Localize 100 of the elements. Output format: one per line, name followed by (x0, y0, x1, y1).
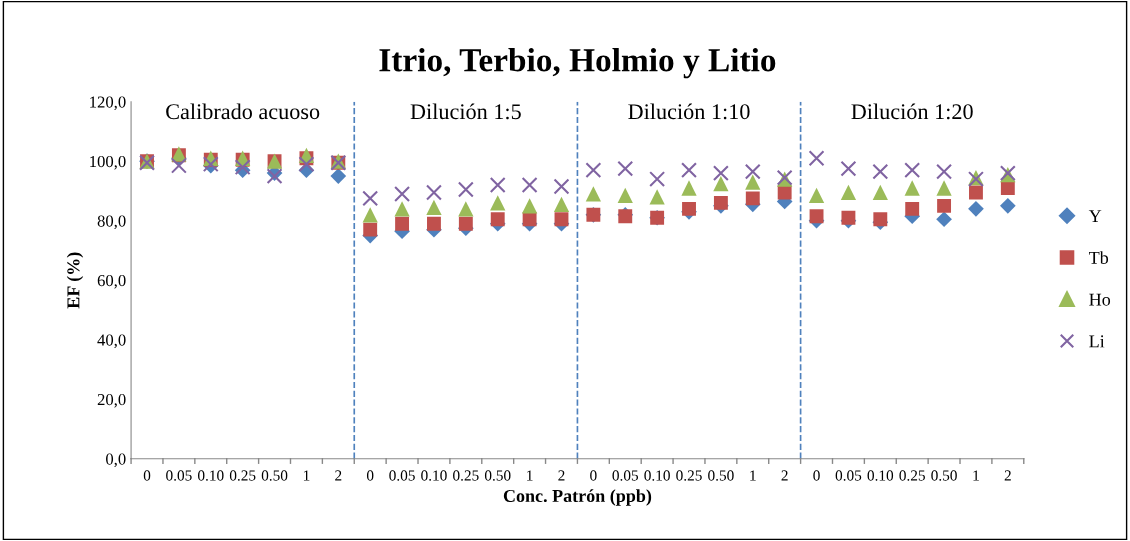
chart-title: Itrio, Terbio, Holmio y Litio (379, 48, 776, 79)
x-tick-label: 0.50 (261, 470, 288, 481)
point (969, 185, 983, 200)
point (553, 196, 570, 212)
x-tick-label: 0 (813, 470, 820, 481)
point (330, 168, 347, 184)
point (745, 191, 760, 206)
point (872, 163, 889, 180)
annotation: Dilución 1:20 (851, 103, 973, 120)
point (1000, 181, 1015, 195)
x-tick-label: 0.25 (229, 470, 256, 481)
point (427, 216, 441, 231)
x-tick-label: 0.25 (676, 470, 702, 481)
point (394, 201, 410, 217)
point (936, 163, 953, 180)
point (490, 212, 505, 227)
point (809, 209, 824, 224)
point (744, 163, 761, 180)
x-tick-label: 0.50 (708, 470, 734, 481)
point (458, 216, 473, 231)
x-tick-label: 0.05 (835, 470, 862, 481)
x-tick-label: 0.10 (867, 470, 894, 481)
y-axis-title: EF (%) (66, 252, 84, 309)
point (617, 160, 634, 177)
y-tick-label: 60,0 (97, 274, 126, 289)
point (617, 187, 633, 204)
point (905, 201, 920, 216)
point (841, 210, 856, 225)
point (363, 222, 378, 237)
x-tick-label: 1 (527, 470, 533, 481)
x-tick-label: 1 (973, 470, 979, 481)
point (489, 177, 506, 194)
annotation: Dilución 1:5 (410, 103, 521, 120)
annotation: Dilución 1:10 (628, 103, 750, 120)
y-tick-label: 0,0 (106, 453, 126, 468)
x-tick-label: 1 (303, 470, 310, 481)
point (682, 201, 696, 216)
x-tick-label: 0 (590, 470, 597, 481)
point (937, 198, 952, 213)
x-tick-label: 0.05 (612, 470, 639, 481)
x-tick-label: 0.05 (389, 470, 415, 481)
point (362, 207, 378, 223)
point (745, 174, 761, 190)
x-tick-label: 0.10 (198, 470, 224, 481)
point (170, 157, 187, 174)
point (713, 175, 729, 192)
point (585, 186, 602, 202)
y-tick-label: 100,0 (90, 155, 126, 170)
legend-label: Tb (1089, 251, 1109, 264)
x-tick-label: 0.25 (453, 470, 479, 481)
x-tick-label: 0 (366, 470, 374, 481)
x-tick-label: 0.05 (166, 470, 192, 481)
legend-label: Y (1088, 210, 1102, 222)
point (553, 178, 570, 195)
point (425, 184, 442, 201)
legend-label: Ho (1089, 293, 1111, 306)
x-tick-label: 2 (558, 470, 565, 481)
y-tick-label: 120,0 (90, 96, 126, 111)
x-tick-label: 0.50 (484, 470, 511, 481)
point (649, 171, 666, 188)
point (840, 184, 857, 201)
point (457, 181, 474, 198)
point (554, 212, 569, 227)
point (712, 165, 729, 182)
y-tick-label: 20,0 (97, 393, 126, 408)
point (362, 190, 379, 207)
point (808, 150, 825, 167)
y-tick-label: 80,0 (97, 215, 126, 230)
point (521, 177, 538, 194)
point (936, 211, 952, 228)
x-tick-label: 0 (143, 470, 151, 481)
point (426, 199, 442, 215)
point (999, 197, 1016, 214)
x-tick-label: 2 (1004, 470, 1011, 481)
x-axis-title: Conc. Patrón (ppb) (503, 489, 652, 506)
point (904, 162, 921, 179)
point (649, 189, 665, 205)
legend-label: Li (1089, 335, 1105, 348)
point (904, 180, 920, 196)
point (266, 168, 283, 185)
x-tick-label: 0.25 (899, 470, 925, 481)
x-tick-label: 0.10 (644, 470, 670, 481)
point (298, 156, 315, 173)
point (840, 160, 857, 177)
point (458, 201, 474, 217)
x-tick-label: 0.50 (931, 470, 957, 481)
point (713, 195, 728, 210)
point (585, 162, 602, 179)
point (872, 184, 888, 201)
point (808, 187, 825, 204)
point (490, 195, 506, 211)
x-tick-label: 0.10 (421, 470, 447, 481)
point (394, 185, 411, 202)
point (395, 216, 410, 231)
point (873, 212, 888, 227)
x-tick-label: 1 (750, 470, 756, 481)
y-tick-label: 40,0 (97, 334, 126, 349)
annotation: Calibrado acuoso (166, 103, 320, 120)
point (521, 198, 538, 214)
point (681, 180, 697, 196)
